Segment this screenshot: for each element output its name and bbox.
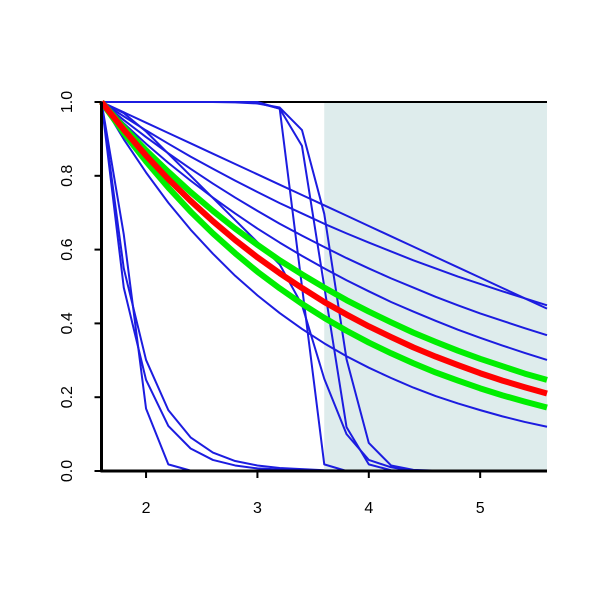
series-line (101, 101, 548, 310)
series-line (100, 101, 548, 428)
series-line (100, 101, 548, 361)
y-tick-label: 1.0 (59, 91, 76, 113)
x-tick-label: 4 (364, 500, 373, 517)
series-line (100, 101, 548, 307)
series-line (99, 100, 548, 411)
y-tick-label: 0.2 (59, 386, 76, 408)
x-tick-label: 3 (253, 500, 262, 517)
y-tick-label: 0.6 (59, 238, 76, 260)
series-line (100, 101, 548, 337)
x-tick-label: 2 (142, 500, 151, 517)
series-line (99, 100, 548, 383)
series-line (99, 100, 548, 397)
y-tick-label: 0.8 (59, 165, 76, 187)
y-tick-label: 0.4 (59, 312, 76, 334)
x-tick-label: 5 (476, 500, 485, 517)
y-tick-label: 0.0 (59, 460, 76, 482)
